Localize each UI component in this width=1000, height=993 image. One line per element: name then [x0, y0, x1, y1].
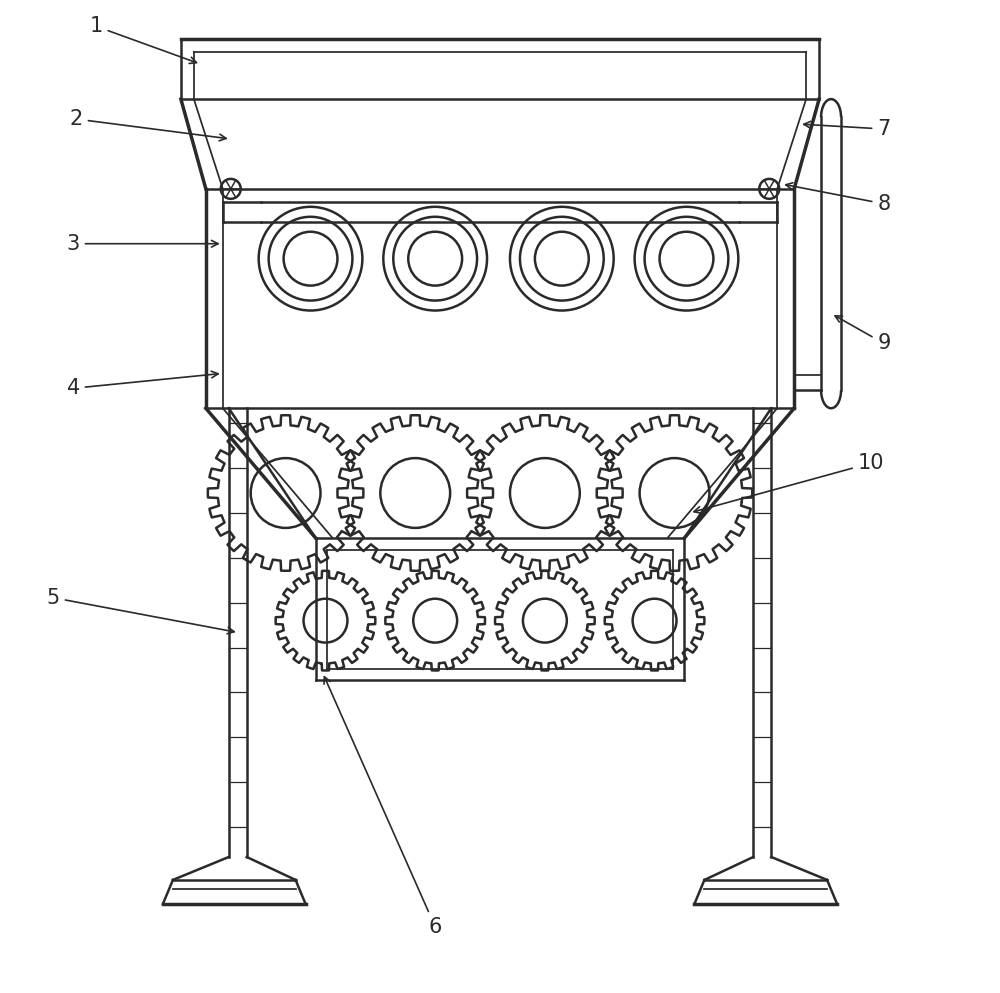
Text: 5: 5	[47, 588, 234, 634]
Text: 6: 6	[324, 677, 442, 936]
Text: 7: 7	[804, 119, 891, 139]
Text: 4: 4	[67, 371, 218, 398]
Text: 8: 8	[786, 183, 890, 213]
Text: 2: 2	[70, 109, 226, 141]
Text: 9: 9	[835, 316, 891, 354]
Text: 1: 1	[90, 16, 196, 64]
Text: 3: 3	[67, 233, 218, 253]
Text: 10: 10	[694, 453, 884, 513]
